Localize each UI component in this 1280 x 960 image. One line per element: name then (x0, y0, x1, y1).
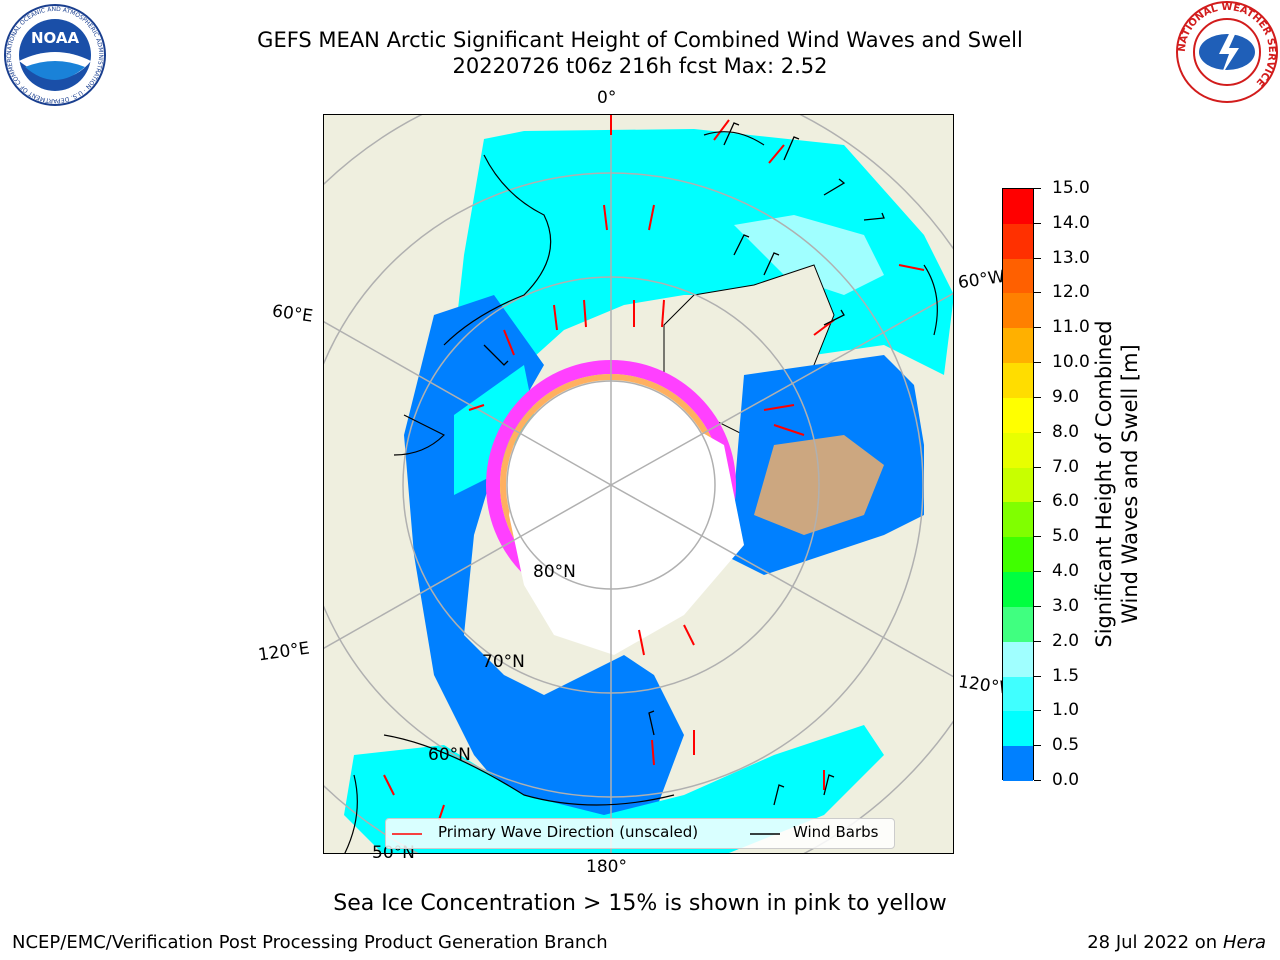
colorbar-tick-mark (1034, 188, 1041, 189)
colorbar-segment (1003, 293, 1033, 329)
colorbar-tick-mark (1034, 501, 1041, 503)
colorbar-tick-mark (1034, 431, 1041, 433)
nws-logo: NATIONAL WEATHER SERVICE (1176, 1, 1278, 103)
colorbar-tick-mark (1034, 396, 1041, 398)
colorbar-tick-label: 1.5 (1052, 665, 1080, 686)
legend-barb-label: Wind Barbs (793, 823, 879, 841)
lon-label-180: 180° (586, 857, 627, 877)
wave-direction-legend-line (392, 833, 422, 835)
lat-label-60n: 60°N (428, 745, 471, 765)
sea-ice-note: Sea Ice Concentration > 15% is shown in … (333, 891, 947, 916)
colorbar-tick-mark (1034, 536, 1041, 538)
colorbar-tick-label: 6.0 (1052, 491, 1080, 512)
arctic-ice-extent (509, 381, 744, 655)
colorbar-tick-label: 13.0 (1052, 247, 1090, 268)
lat-label-70n: 70°N (482, 652, 525, 672)
colorbar-tick-mark (1034, 675, 1041, 677)
colorbar-tick-mark (1034, 710, 1041, 712)
wind-barbs (483, 122, 885, 806)
ocean-north-atlantic (454, 129, 953, 415)
colorbar-segment (1003, 258, 1033, 294)
colorbar-tick-mark (1034, 571, 1041, 573)
footer-branch: NCEP/EMC/Verification Post Processing Pr… (12, 932, 608, 953)
colorbar-tick-mark (1034, 292, 1041, 294)
colorbar-tick-label: 3.0 (1052, 595, 1080, 616)
colorbar-label: Significant Height of Combined Wind Wave… (1092, 320, 1142, 648)
chart-subtitle-forecast: 20220726 t06z 216h fcst Max: 2.52 (452, 54, 828, 78)
colorbar-tick-mark (1034, 640, 1041, 642)
colorbar-segment (1003, 363, 1033, 399)
colorbar-segment (1003, 397, 1033, 434)
map-legend: Primary Wave Direction (unscaled) Wind B… (385, 818, 895, 849)
colorbar (1002, 188, 1034, 782)
footer-date: 28 Jul 2022 on Hera (1087, 932, 1266, 953)
colorbar-tick-label: 2.0 (1052, 630, 1080, 651)
colorbar-tick-label: 12.0 (1052, 282, 1090, 303)
colorbar-segment (1003, 537, 1033, 573)
lon-label-0: 0° (597, 88, 617, 108)
chart-title: GEFS MEAN Arctic Significant Height of C… (257, 28, 1023, 52)
colorbar-segment (1003, 746, 1033, 782)
colorbar-segment (1003, 572, 1033, 608)
colorbar-tick-mark (1034, 780, 1041, 781)
colorbar-tick-label: 15.0 (1052, 178, 1090, 198)
polar-map (323, 114, 954, 854)
lat-label-80n: 80°N (533, 562, 576, 582)
legend-wave-label: Primary Wave Direction (unscaled) (438, 823, 699, 841)
colorbar-segment (1003, 606, 1033, 643)
colorbar-tick-label: 10.0 (1052, 352, 1090, 373)
colorbar-tick-label: 14.0 (1052, 212, 1090, 233)
svg-text:NOAA: NOAA (31, 29, 80, 47)
colorbar-segment (1003, 502, 1033, 538)
wind-barb-legend-line (750, 833, 780, 835)
colorbar-tick-mark (1034, 466, 1041, 468)
colorbar-segment (1003, 189, 1033, 225)
colorbar-segment (1003, 432, 1033, 469)
colorbar-tick-mark (1034, 362, 1041, 364)
colorbar-tick-label: 0.5 (1052, 735, 1080, 756)
graticule (324, 115, 953, 853)
lon-label-120e: 120°E (256, 638, 311, 666)
colorbar-tick-mark (1034, 745, 1041, 747)
colorbar-segment (1003, 223, 1033, 260)
colorbar-tick-mark (1034, 257, 1041, 259)
polar-map-svg (324, 115, 953, 853)
colorbar-tick-label: 9.0 (1052, 386, 1080, 407)
colorbar-segment (1003, 328, 1033, 364)
colorbar-tick-label: 5.0 (1052, 526, 1080, 547)
colorbar-segment (1003, 641, 1033, 678)
colorbar-tick-label: 8.0 (1052, 421, 1080, 442)
colorbar-tick-mark (1034, 222, 1041, 224)
colorbar-segment (1003, 711, 1033, 747)
coastlines (344, 131, 938, 853)
colorbar-tick-label: 4.0 (1052, 561, 1080, 582)
ocean-higher-wave-area (734, 215, 884, 295)
colorbar-tick-label: 11.0 (1052, 317, 1090, 338)
wave-direction-arrows (383, 115, 925, 821)
colorbar-tick-label: 0.0 (1052, 770, 1080, 790)
colorbar-tick-label: 1.0 (1052, 700, 1080, 721)
colorbar-segment (1003, 467, 1033, 503)
colorbar-tick-mark (1034, 605, 1041, 607)
lon-label-60e: 60°E (270, 301, 315, 327)
noaa-logo: NATIONAL OCEANIC AND ATMOSPHERIC ADMINIS… (3, 3, 106, 106)
colorbar-tick-label: 7.0 (1052, 456, 1080, 477)
ocean-kara-sea (454, 365, 534, 495)
colorbar-segment (1003, 676, 1033, 712)
colorbar-tick-mark (1034, 327, 1041, 329)
lon-label-60w: 60°W (956, 266, 1007, 294)
